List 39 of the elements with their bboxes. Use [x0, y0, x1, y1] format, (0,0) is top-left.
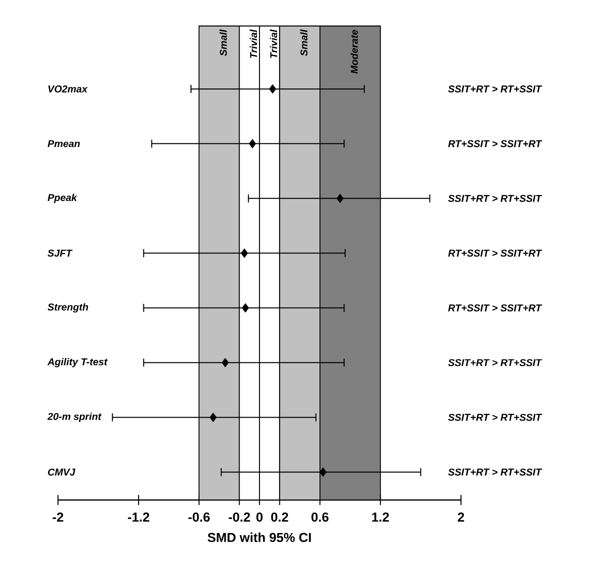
annotation: SSIT+RT > RT+SSIT [448, 468, 542, 476]
point [336, 194, 344, 204]
x-tick-label: 2 [458, 512, 464, 522]
band-label: Small [300, 29, 308, 56]
x-tick-label: 0 [256, 512, 263, 522]
x-tick-label: 0.2 [271, 512, 288, 522]
x-tick-label: -0.6 [188, 512, 210, 522]
y-tick-label: CMVJ [48, 468, 76, 476]
x-tick-label: 0.6 [311, 512, 328, 522]
point [242, 303, 249, 313]
point [269, 84, 276, 94]
x-tick-label: -2 [52, 512, 64, 522]
x-tick-label: -1.2 [128, 512, 150, 522]
y-tick-label: Agility T-test [47, 358, 108, 368]
y-tick-label: SJFT [48, 250, 73, 257]
y-tick-label: Pmean [48, 140, 80, 148]
point [222, 358, 229, 368]
annotation: SSIT+RT > RT+SSIT [448, 194, 542, 202]
annotation: SSIT+RT > RT+SSIT [448, 359, 542, 366]
point [319, 467, 327, 477]
annotation: SSIT+RT > RT+SSIT [448, 414, 542, 421]
y-tick-label: Strength [48, 303, 88, 313]
x-axis-title: SMD with 95% CI [208, 532, 311, 542]
y-tick-label: Ppeak [48, 194, 78, 204]
point [248, 138, 256, 148]
y-tick-label: VO2max [48, 85, 88, 92]
band-label: Trivial [250, 29, 258, 58]
x-tick-label: 1.2 [372, 512, 389, 522]
band-label: Small [220, 29, 227, 56]
point [210, 412, 217, 422]
annotation: RT+SSIT > SSIT+RT [448, 250, 542, 257]
annotation: RT+SSIT > SSIT+RT [448, 140, 542, 148]
point [240, 248, 248, 258]
band-label: Moderate [350, 30, 358, 74]
annotation: RT+SSIT > SSIT+RT [448, 304, 542, 312]
x-tick-label: -0.2 [228, 512, 250, 522]
annotation: SSIT+RT > RT+SSIT [448, 85, 542, 92]
y-tick-label: 20-m sprint [47, 412, 102, 422]
band-label: Trivial [270, 29, 278, 58]
